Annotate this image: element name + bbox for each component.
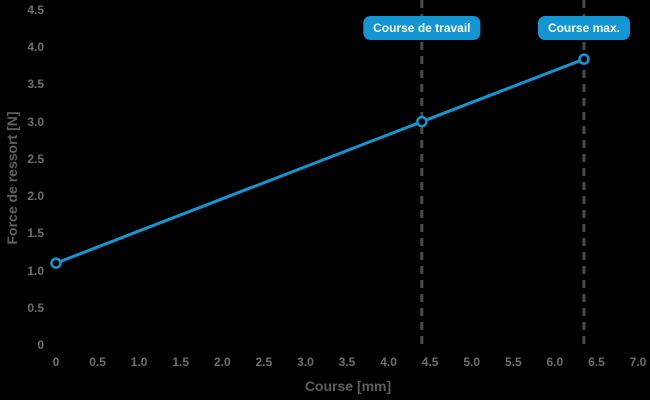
x-tick-label: 7.0 — [629, 355, 647, 369]
y-tick-label: 2.5 — [27, 151, 44, 166]
x-tick-label: 1.0 — [130, 355, 148, 369]
y-tick-label: 2.0 — [27, 189, 44, 204]
x-tick-label: 6.5 — [588, 355, 605, 369]
x-tick-label: 3.5 — [338, 355, 356, 369]
y-tick-label: 0 — [37, 338, 44, 352]
x-tick-label: 3.0 — [297, 355, 314, 369]
badge-course-de-travail: Course de travail — [363, 16, 481, 40]
y-tick-label: 1.5 — [27, 226, 44, 241]
x-tick-label: 0.5 — [89, 355, 106, 369]
x-tick-label: 1.5 — [172, 355, 190, 369]
data-point-marker — [578, 53, 590, 65]
y-tick-label: 1.0 — [27, 263, 44, 278]
badge-course-max: Course max. — [537, 16, 630, 40]
y-tick-label: 3.5 — [27, 77, 44, 92]
y-tick-label: 4.0 — [27, 40, 44, 55]
x-axis-title: Course [mm] — [304, 378, 392, 394]
spring-force-line — [54, 57, 586, 265]
x-tick-label: 4.5 — [421, 355, 439, 369]
y-axis-title: Force de ressort [N] — [4, 111, 20, 245]
data-point-marker — [416, 115, 428, 128]
x-tick-label: 2.5 — [255, 355, 273, 369]
x-tick-label: 0 — [52, 355, 60, 369]
y-tick-label: 3.0 — [27, 114, 44, 129]
x-tick-label: 5.5 — [504, 355, 522, 369]
x-tick-label: 5.0 — [463, 355, 481, 369]
y-tick-label: 4.5 — [27, 3, 44, 17]
data-point-marker — [50, 257, 62, 269]
x-tick-label: 4.0 — [380, 355, 397, 369]
x-tick-label: 6.0 — [546, 355, 564, 369]
y-tick-label: 0.5 — [27, 300, 44, 315]
x-tick-label: 2.0 — [213, 355, 231, 369]
